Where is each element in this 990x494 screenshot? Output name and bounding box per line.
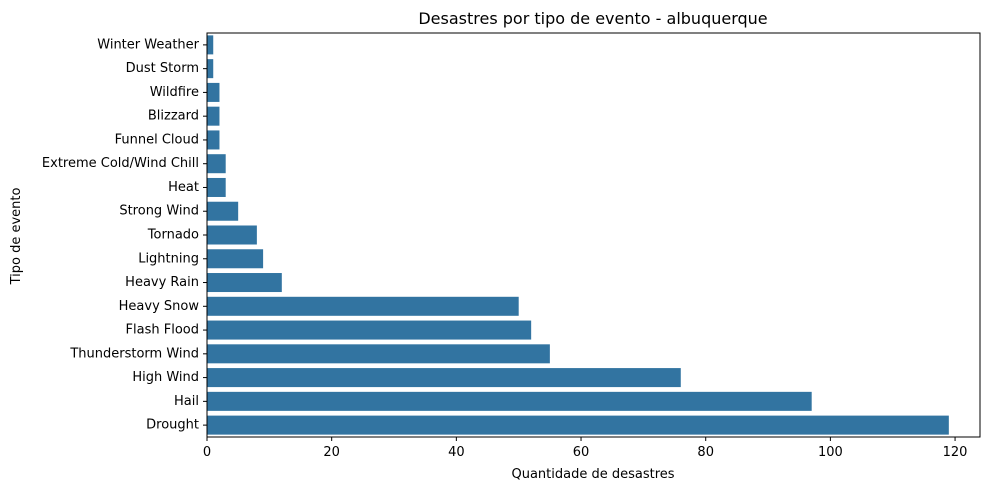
x-tick-label: 40 — [448, 445, 465, 460]
x-axis-label: Quantidade de desastres — [511, 467, 674, 482]
y-tick-label: Thunderstorm Wind — [69, 346, 199, 361]
y-tick-label: Strong Wind — [119, 204, 199, 219]
bar-wildfire — [207, 82, 220, 102]
y-tick-label: Flash Flood — [126, 323, 199, 338]
y-tick-label: Funnel Cloud — [115, 132, 199, 147]
bar-hail — [207, 391, 812, 411]
bar-drought — [207, 415, 949, 435]
y-tick-label: Lightning — [138, 251, 199, 266]
y-tick-label: Dust Storm — [126, 61, 199, 76]
bar-extreme-cold-wind-chill — [207, 154, 226, 174]
x-tick-label: 80 — [697, 445, 714, 460]
y-axis-ticks: Winter Weather Dust Storm Wildfire Blizzard… — [42, 37, 207, 433]
bar-heavy-rain — [207, 273, 282, 293]
bar-strong-wind — [207, 201, 239, 221]
x-tick-label: 0 — [203, 445, 211, 460]
bar-high-wind — [207, 368, 681, 388]
y-tick-label: Blizzard — [148, 109, 199, 124]
bar-flash-flood — [207, 320, 532, 340]
axes-frame — [206, 32, 981, 438]
bar-blizzard — [207, 106, 220, 126]
y-tick-label: Tornado — [147, 228, 199, 243]
y-tick-label: Heavy Rain — [125, 275, 199, 290]
y-axis-label: Tipo de evento — [9, 188, 24, 286]
bar-lightning — [207, 249, 264, 269]
bar-thunderstorm-wind — [207, 344, 550, 364]
x-tick-label: 120 — [943, 445, 968, 460]
y-tick-label: Winter Weather — [97, 37, 199, 52]
bar-tornado — [207, 225, 257, 245]
bar-heat — [207, 177, 226, 197]
x-axis-ticks: 0 20 40 60 80 100 120 — [203, 437, 968, 460]
y-tick-label: Heavy Snow — [119, 299, 200, 314]
bar-dust-storm — [207, 59, 214, 79]
x-tick-label: 20 — [323, 445, 340, 460]
y-tick-label: Drought — [146, 418, 199, 433]
bar-funnel-cloud — [207, 130, 220, 150]
x-tick-label: 100 — [818, 445, 843, 460]
y-tick-label: Extreme Cold/Wind Chill — [42, 156, 199, 171]
y-tick-label: Wildfire — [150, 85, 199, 100]
y-tick-label: Hail — [174, 394, 199, 409]
y-tick-label: Heat — [168, 180, 199, 195]
y-tick-label: High Wind — [132, 370, 199, 385]
plot-frame — [206, 32, 981, 438]
bars-layer — [207, 35, 949, 435]
chart-title: Desastres por tipo de evento - albuquerq… — [418, 9, 767, 28]
x-tick-label: 60 — [573, 445, 590, 460]
bar-heavy-snow — [207, 296, 519, 316]
bar-winter-weather — [207, 35, 214, 55]
